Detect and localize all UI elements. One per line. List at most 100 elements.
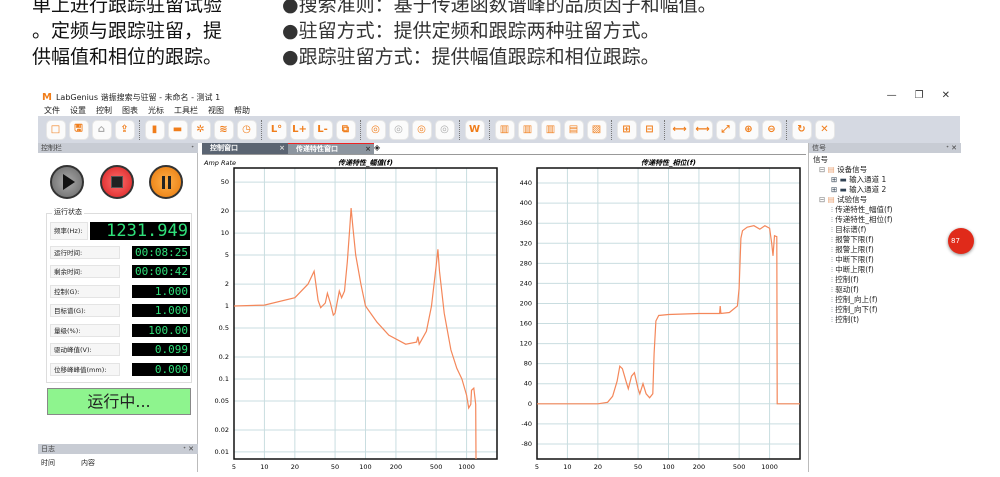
close-button[interactable]: ✕	[941, 90, 950, 101]
minimize-button[interactable]: —	[886, 90, 897, 101]
column-content[interactable]: 内容	[81, 459, 95, 467]
toolbar-button-icon[interactable]: ▤	[563, 119, 584, 140]
toolbar-button-icon[interactable]: ✕	[814, 119, 835, 140]
toolbar-button-icon[interactable]: ⟷	[692, 119, 713, 140]
toolbar-button-icon[interactable]: ⇪	[114, 119, 135, 140]
data-series-line	[537, 224, 800, 405]
tree-item[interactable]: ⫶ 报警上限(f)	[813, 245, 893, 255]
menu-item[interactable]: 文件	[44, 105, 60, 115]
signal-icon: ⫶	[831, 235, 836, 244]
stop-button[interactable]	[100, 165, 134, 199]
y-tick-label: 440	[520, 179, 532, 187]
toolbar-button-icon[interactable]: ◎	[434, 119, 455, 140]
menu-item[interactable]: 工具栏	[174, 105, 198, 115]
toolbar-button-icon[interactable]: ⧉	[335, 119, 356, 140]
toolbar-button-icon[interactable]: ⌂	[91, 119, 112, 140]
restore-button[interactable]: ❐	[914, 90, 924, 101]
status-row: 剩余时间: 00:00:42	[50, 265, 190, 279]
toolbar-button-icon[interactable]: □	[45, 119, 66, 140]
toolbar-button-icon[interactable]: ◎	[365, 119, 386, 140]
tree-root[interactable]: 信号	[813, 155, 828, 164]
tree-item[interactable]: ⫶ 中断下限(f)	[813, 255, 893, 265]
play-button[interactable]	[50, 165, 84, 199]
collapse-icon[interactable]: ⊟	[819, 165, 828, 174]
item-label: 中断上限(f)	[835, 265, 874, 274]
toolbar-button-icon[interactable]: ⤢	[715, 119, 736, 140]
menu-item[interactable]: 视图	[208, 105, 224, 115]
signal-icon: ⫶	[831, 275, 836, 284]
tree-item[interactable]: ⫶ 传递特性_幅值(f)	[813, 205, 893, 215]
toolbar-button-icon[interactable]: ▬	[167, 119, 188, 140]
toolbar-button-icon[interactable]: ⊟	[639, 119, 660, 140]
tree-item[interactable]: ⫶ 控制_向下(f)	[813, 305, 893, 315]
plot-frame	[233, 167, 498, 460]
menu-item[interactable]: 图表	[122, 105, 138, 115]
tab-control-window[interactable]: 控制窗口 ×	[202, 143, 288, 154]
tree-item[interactable]: ⫶ 目标谱(f)	[813, 225, 893, 235]
toolbar-button-icon[interactable]: ✲	[190, 119, 211, 140]
tab-overflow-icon[interactable]: ◈	[374, 143, 381, 152]
toolbar-button-icon[interactable]: ⊞	[616, 119, 637, 140]
item-label: 目标谱(f)	[835, 225, 867, 234]
toolbar-separator	[664, 119, 665, 140]
toolbar-button-icon[interactable]: W	[464, 119, 485, 140]
tree-item[interactable]: ⫶ 传递特性_相位(f)	[813, 215, 893, 225]
y-tick-label: 50	[221, 178, 229, 186]
x-tick-label: 20	[291, 463, 299, 471]
toolbar-button-icon[interactable]: ▥	[494, 119, 515, 140]
menu-item[interactable]: 帮助	[234, 105, 250, 115]
pin-icon[interactable]: ᐩ	[191, 144, 194, 152]
item-label: 输入通道 2	[849, 185, 887, 194]
pause-button[interactable]	[149, 165, 183, 199]
toolbar-button-icon[interactable]: ▥	[517, 119, 538, 140]
tree-group[interactable]: ⊟ ▤ 设备信号	[813, 165, 893, 175]
tree-item[interactable]: ⫶ 报警下限(f)	[813, 235, 893, 245]
signal-icon: ⫶	[831, 315, 836, 324]
tree-item[interactable]: ⫶ 控制_向上(f)	[813, 295, 893, 305]
log-panel-controls[interactable]: ᐩ ✕	[183, 445, 194, 453]
tree-group[interactable]: ⊟ ▤ 试验信号	[813, 195, 893, 205]
signal-panel-controls[interactable]: ᐩ ✕	[946, 144, 957, 152]
toolbar-button-icon[interactable]: L-	[312, 119, 333, 140]
tree-item[interactable]: ⫶ 控制(t)	[813, 315, 893, 325]
toolbar-button-icon[interactable]: ≋	[213, 119, 234, 140]
menu-item[interactable]: 光标	[148, 105, 164, 115]
y-tick-label: 0.05	[215, 397, 229, 405]
toolbar-button-icon[interactable]: ▧	[586, 119, 607, 140]
toolbar-button-icon[interactable]: ↻	[791, 119, 812, 140]
tab-transfer-window[interactable]: 传递特性窗口 ×	[288, 143, 374, 154]
toolbar-button-icon[interactable]: L°	[266, 119, 287, 140]
x-tick-label: 20	[594, 463, 602, 471]
toolbar-button-icon[interactable]: ⊖	[761, 119, 782, 140]
toolbar-separator	[261, 119, 262, 140]
document-tabs: 控制窗口 × 传递特性窗口 × ◈	[202, 143, 386, 154]
toolbar-button-icon[interactable]: ▮	[144, 119, 165, 140]
floating-badge[interactable]: 87	[948, 228, 974, 254]
x-tick-label: 100	[359, 463, 371, 471]
toolbar-button-icon[interactable]: ⟷	[669, 119, 690, 140]
tree-item[interactable]: ⊞ ▬ 输入通道 1	[813, 175, 893, 185]
toolbar-button-icon[interactable]: ▥	[540, 119, 561, 140]
toolbar-button-icon[interactable]: ⊕	[738, 119, 759, 140]
tree-item[interactable]: ⫶ 控制(f)	[813, 275, 893, 285]
tree-item[interactable]: ⊞ ▬ 输入通道 2	[813, 185, 893, 195]
toolbar-button-icon[interactable]: 🖫	[68, 119, 89, 140]
status-value: 100.00	[132, 323, 190, 337]
tree-item[interactable]: ⫶ 驱动(f)	[813, 285, 893, 295]
intro-left-text: 单上进行跟踪驻留试验 。定频与跟踪驻留，提 供幅值和相位的跟踪。	[32, 0, 272, 70]
toolbar-separator	[611, 119, 612, 140]
toolbar-button-icon[interactable]: ◎	[411, 119, 432, 140]
y-tick-label: 0	[528, 400, 532, 408]
toolbar-button-icon[interactable]: ◷	[236, 119, 257, 140]
tree-item[interactable]: ⫶ 中断上限(f)	[813, 265, 893, 275]
toolbar-button-icon[interactable]: ◎	[388, 119, 409, 140]
menu-item[interactable]: 控制	[96, 105, 112, 115]
signal-tree: 信号 ⊟ ▤ 设备信号 ⊞ ▬ 输入通道 1 ⊞ ▬ 输入通道 2 ⊟ ▤ 试验信号 ⫶ …	[813, 155, 893, 325]
menu-item[interactable]: 设置	[70, 105, 86, 115]
toolbar-button-icon[interactable]: L+	[289, 119, 310, 140]
tab-close-icon[interactable]: ×	[279, 144, 285, 152]
toolbar: □ 🖫 ⌂ ⇪ ▮ ▬ ✲ ≋ ◷ L° L+ L- ⧉ ◎ ◎ ◎ ◎ W ▥ ▥ ▥ ▤ ▧ ⊞ ⊟ ⟷ ⟷ ⤢ ⊕ ⊖ ↻ ✕	[38, 116, 960, 143]
tab-close-icon[interactable]: ×	[365, 145, 371, 153]
column-time[interactable]: 时间	[41, 459, 55, 467]
collapse-icon[interactable]: ⊟	[819, 195, 828, 204]
